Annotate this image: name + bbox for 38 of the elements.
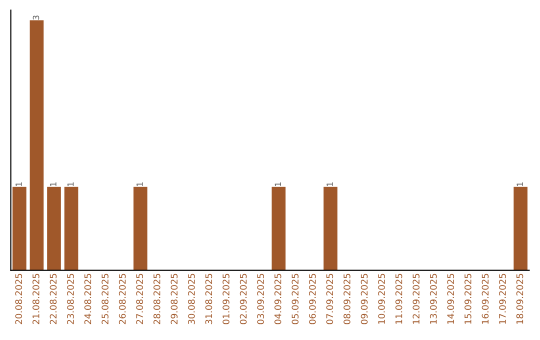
x-tick-label: 07.09.2025 — [326, 274, 334, 324]
x-tick-label: 20.08.2025 — [15, 274, 22, 324]
x-tick-label: 11.09.2025 — [395, 274, 402, 324]
data-label: 1 — [68, 182, 74, 186]
x-tick-label: 08.09.2025 — [344, 274, 350, 324]
x-tick-label: 30.08.2025 — [188, 274, 195, 324]
x-tick-label: 10.09.2025 — [378, 274, 385, 324]
x-tick-label: 17.09.2025 — [499, 274, 506, 324]
data-label: 1 — [274, 182, 281, 186]
x-tick-label: 13.09.2025 — [430, 274, 437, 324]
x-tick-label: 02.09.2025 — [240, 274, 247, 324]
x-tick-label: 28.08.2025 — [153, 274, 160, 324]
x-tick-label: 09.09.2025 — [360, 274, 368, 324]
x-tick-label: 23.08.2025 — [67, 274, 74, 324]
x-tick-label: 29.08.2025 — [170, 274, 178, 324]
x-tick-label: 31.08.2025 — [205, 274, 212, 324]
x-tick-label: 14.09.2025 — [447, 274, 454, 324]
x-tick-label: 03.09.2025 — [257, 274, 264, 324]
x-tick-label: 24.08.2025 — [84, 274, 92, 324]
data-label: 3 — [32, 16, 40, 20]
data-label: 1 — [16, 182, 22, 186]
data-label: 1 — [50, 182, 56, 186]
x-tick-label: 06.09.2025 — [308, 274, 316, 324]
x-tick-label: 15.09.2025 — [464, 274, 472, 324]
x-tick-label: 25.08.2025 — [102, 274, 108, 324]
x-tick-label: 22.08.2025 — [50, 274, 57, 324]
data-label: 1 — [326, 182, 333, 186]
x-tick-label: 27.08.2025 — [136, 274, 144, 324]
x-tick-label: 05.09.2025 — [292, 274, 299, 324]
x-tick-label: 01.09.2025 — [222, 274, 230, 324]
x-tick-label: 04.09.2025 — [274, 274, 282, 324]
x-tick-label: 26.08.2025 — [118, 274, 126, 324]
x-tick-label: 18.09.2025 — [516, 274, 524, 324]
data-label: 1 — [516, 182, 523, 186]
x-tick-label: 16.09.2025 — [482, 274, 489, 324]
x-tick-label: 12.09.2025 — [412, 274, 420, 324]
x-tick-label: 21.08.2025 — [32, 274, 40, 324]
data-label: 1 — [136, 182, 143, 186]
